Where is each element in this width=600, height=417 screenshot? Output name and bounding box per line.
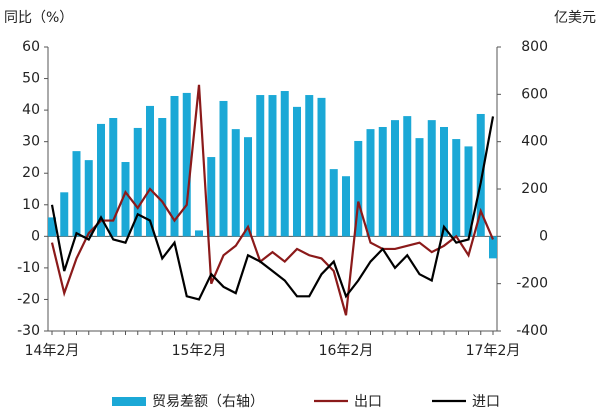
bar: [280, 91, 289, 237]
bar: [354, 140, 363, 237]
y2-tick-label: -400: [516, 323, 548, 339]
legend-label: 贸易差额（右轴）: [152, 394, 264, 410]
bar: [231, 129, 240, 237]
bar: [317, 97, 326, 237]
line: [50, 84, 495, 316]
y-tick-label: -20: [17, 291, 40, 307]
bar: [195, 230, 203, 237]
bar: [244, 137, 252, 237]
x-tick-label: 16年2月: [319, 343, 374, 359]
bar: [158, 118, 167, 237]
bar: [464, 146, 473, 237]
bar: [366, 129, 375, 237]
y-tick-label: 40: [22, 102, 40, 118]
y-tick-label: -30: [17, 323, 40, 339]
y-tick-label: 20: [22, 165, 40, 181]
bar: [305, 95, 314, 237]
bar: [329, 169, 338, 237]
y2-tick-label: 200: [521, 181, 548, 197]
bar: [133, 127, 142, 237]
line: [50, 116, 495, 301]
bar: [415, 138, 424, 237]
bar: [60, 192, 69, 237]
bar: [207, 157, 216, 237]
bar: [391, 120, 399, 237]
y2-tick-label: 600: [521, 86, 548, 102]
bar: [170, 95, 179, 237]
bar: [342, 176, 350, 237]
y-tick-label: 50: [22, 71, 40, 87]
bar: [378, 126, 387, 237]
legend-swatch: [112, 397, 146, 406]
y-axis-label: 同比（%）: [4, 10, 73, 26]
bar: [182, 92, 191, 237]
x-tick-label: 17年2月: [466, 343, 521, 359]
bar: [97, 123, 105, 237]
y-tick-label: -10: [17, 260, 40, 276]
bar: [219, 100, 228, 237]
y-tick-label: 30: [22, 134, 40, 150]
x-tick-label: 15年2月: [172, 343, 227, 359]
legend-label: 进口: [472, 394, 500, 410]
y2-tick-label: 0: [539, 228, 548, 244]
bar: [84, 160, 93, 237]
legend-label: 出口: [354, 394, 382, 410]
bar: [121, 162, 130, 237]
bar: [403, 116, 412, 237]
bar: [452, 139, 461, 237]
y2-axis-label: 亿美元: [554, 10, 596, 26]
bar: [489, 236, 497, 259]
y2-tick-label: -200: [516, 276, 548, 292]
bar: [427, 120, 436, 237]
bar: [293, 106, 301, 237]
bar: [268, 95, 277, 237]
y-tick-label: 60: [22, 39, 40, 55]
y-tick-label: 0: [31, 228, 40, 244]
y-tick-label: 10: [22, 197, 40, 213]
bar: [476, 113, 485, 237]
x-tick-label: 14年2月: [25, 343, 80, 359]
y2-tick-label: 800: [521, 39, 548, 55]
bar: [256, 95, 265, 237]
bar: [48, 217, 56, 237]
bar: [146, 105, 154, 237]
bar: [72, 151, 81, 237]
bar: [109, 118, 118, 237]
bar: [440, 126, 448, 237]
y2-tick-label: 400: [521, 134, 548, 150]
